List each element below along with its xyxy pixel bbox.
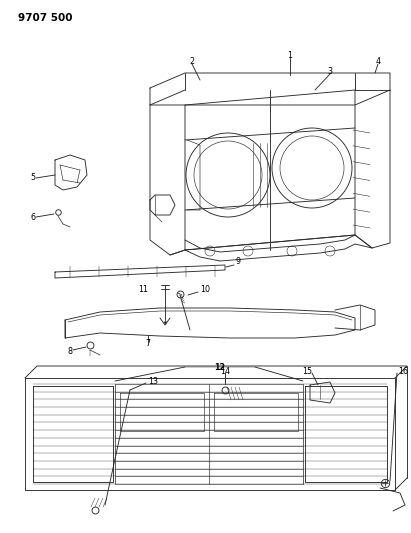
Text: 7: 7 (145, 338, 150, 348)
Text: 16: 16 (398, 367, 408, 376)
Text: 4: 4 (376, 58, 381, 67)
Text: 11: 11 (138, 286, 148, 295)
Text: 13: 13 (148, 377, 158, 386)
Text: 5: 5 (30, 174, 35, 182)
Text: 1: 1 (288, 51, 293, 60)
Text: 2: 2 (189, 58, 194, 67)
Text: 3: 3 (328, 68, 332, 77)
Text: 8: 8 (67, 348, 72, 357)
Text: 6: 6 (30, 213, 35, 222)
Text: 9: 9 (235, 257, 240, 266)
Text: 14: 14 (220, 367, 230, 376)
Text: 12: 12 (215, 362, 226, 372)
Text: 15: 15 (302, 367, 312, 376)
Text: 9707 500: 9707 500 (18, 13, 72, 23)
Text: 10: 10 (200, 286, 210, 295)
